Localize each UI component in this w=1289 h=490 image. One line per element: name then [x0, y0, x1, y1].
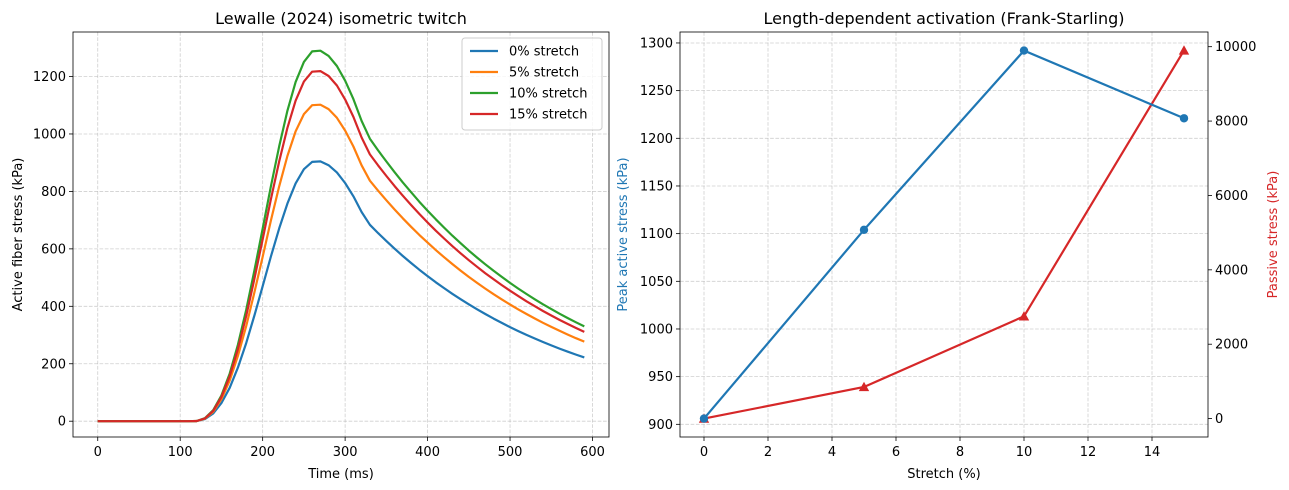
left-x-tick-label: 100 [168, 445, 193, 460]
right-grid [680, 32, 1208, 437]
right-y-tick-label: 1000 [640, 322, 673, 337]
right-chart: 0 2 4 6 8 10 12 14 900 950 1000 1050 1100 1150 1200 125… [616, 9, 1281, 482]
right-plot-frame [679, 31, 1209, 438]
legend-label-1: 5% stretch [509, 66, 579, 81]
legend-label-2: 10% stretch [509, 87, 587, 102]
right-x-tick-label: 10 [1016, 445, 1033, 460]
right-x-tick-label: 12 [1080, 445, 1097, 460]
right-y2-tick-label: 6000 [1215, 189, 1248, 204]
passive-stress-line [703, 49, 1185, 420]
left-y-tick-label: 600 [41, 242, 66, 257]
peak-active-stress-marker [1019, 46, 1029, 55]
passive-stress-marker [1178, 45, 1190, 55]
left-plot-frame [72, 31, 610, 438]
right-x-axis-label: Stretch (%) [907, 467, 981, 482]
left-y-tick-label: 0 [58, 415, 66, 430]
left-x-tick-label: 0 [94, 445, 102, 460]
left-y-axis-label: Active fiber stress (kPa) [11, 158, 26, 312]
right-x-tick-label: 0 [700, 445, 708, 460]
right-y-tick-label: 1300 [640, 36, 673, 51]
left-x-tick-label: 500 [498, 445, 523, 460]
right-y2-axis-label: Passive stress (kPa) [1266, 171, 1281, 299]
peak-active-stress-marker [1179, 114, 1189, 123]
left-x-axis-label: Time (ms) [307, 467, 374, 482]
series-line-1 [97, 103, 585, 423]
right-y2-tick-label: 10000 [1215, 40, 1256, 55]
legend-label-0: 0% stretch [509, 45, 579, 60]
right-y2-tick-label: 0 [1215, 412, 1223, 427]
right-y-tick-label: 1050 [640, 275, 673, 290]
left-chart-title: Lewalle (2024) isometric twitch [215, 9, 467, 28]
right-x-tick-label: 14 [1144, 445, 1161, 460]
left-chart: 0 100 200 300 400 500 600 0 200 400 600 800 1000 1200… [11, 9, 610, 482]
right-y-axis-label: Peak active stress (kPa) [616, 157, 631, 311]
left-y-tick-label: 800 [41, 185, 66, 200]
left-x-tick-label: 600 [580, 445, 605, 460]
left-y-tick-label: 400 [41, 300, 66, 315]
peak-active-stress-line [703, 49, 1185, 420]
peak-active-stress-marker [859, 225, 869, 235]
right-x-tick-label: 8 [956, 445, 964, 460]
left-y-tick-label: 1200 [33, 70, 66, 85]
right-x-tick-label: 2 [764, 445, 772, 460]
right-x-tick-label: 4 [828, 445, 836, 460]
passive-stress-marker [1018, 311, 1030, 321]
legend-frame [461, 37, 603, 131]
left-x-tick-label: 200 [250, 445, 275, 460]
legend-label-3: 15% stretch [509, 108, 587, 123]
left-y-tick-label: 200 [41, 357, 66, 372]
right-y-tick-label: 1200 [640, 132, 673, 147]
series-line-3 [97, 69, 585, 423]
passive-stress-marker [858, 381, 870, 392]
right-y2-tick-label: 4000 [1215, 263, 1248, 278]
right-y2-tick-label: 8000 [1215, 115, 1248, 130]
right-y2-tick-label: 2000 [1215, 338, 1248, 353]
right-y-tick-label: 1150 [640, 179, 673, 194]
right-y-tick-label: 900 [648, 418, 673, 433]
right-y-tick-label: 1100 [640, 227, 673, 242]
right-chart-title: Length-dependent activation (Frank-Starl… [763, 9, 1124, 28]
right-x-tick-label: 6 [892, 445, 900, 460]
left-x-tick-label: 400 [415, 445, 440, 460]
left-grid [73, 32, 609, 437]
peak-active-stress-marker [699, 414, 709, 423]
legend: 0% stretch 5% stretch 10% stretch 15% stret… [461, 37, 603, 131]
right-y-tick-label: 950 [648, 370, 673, 385]
left-y-tick-label: 1000 [33, 127, 66, 142]
left-x-tick-label: 300 [333, 445, 358, 460]
right-y-tick-label: 1250 [640, 84, 673, 99]
